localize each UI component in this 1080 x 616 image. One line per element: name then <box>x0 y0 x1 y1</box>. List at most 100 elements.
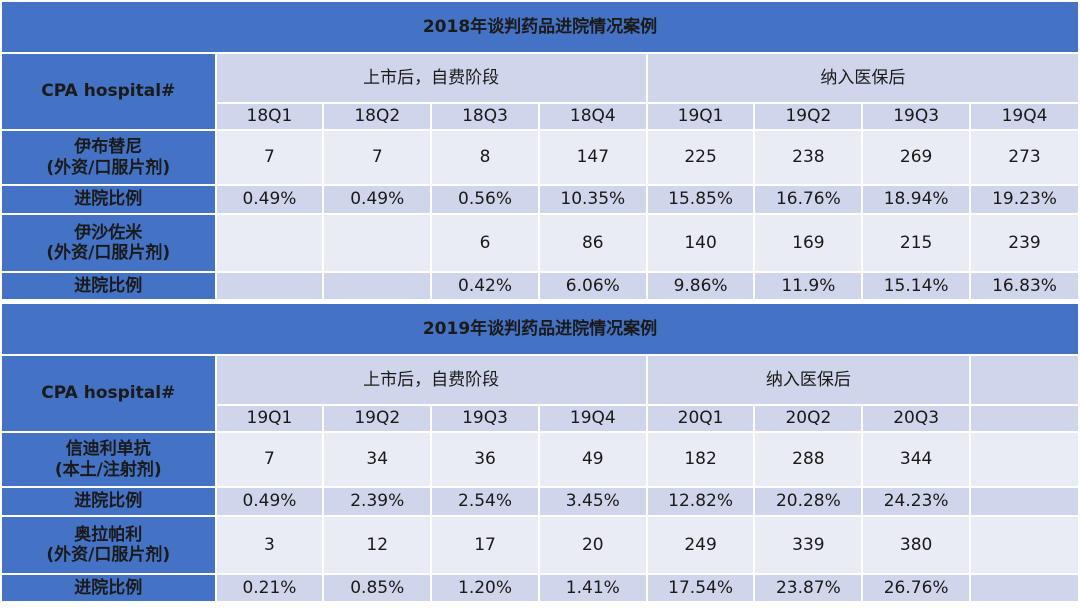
ratio-cell: 19.23% <box>971 186 1078 213</box>
drug-type: (外资/口服片剂) <box>46 157 171 178</box>
table-row: 伊沙佐米 (外资/口服片剂) 6 86 140 169 215 239 <box>2 215 1078 271</box>
ratio-cell: 0.49% <box>216 488 323 515</box>
count-cell <box>971 517 1078 573</box>
ratio-cell: 15.14% <box>863 273 970 299</box>
count-cell: 147 <box>539 131 646 184</box>
table-2019: 2019年谈判药品进院情况案例 CPA hospital# 上市后，自费阶段 纳… <box>0 302 1080 603</box>
count-cell: 239 <box>971 215 1078 271</box>
ratio-cell: 0.85% <box>324 575 431 601</box>
drug-type: (外资/口服片剂) <box>46 545 171 565</box>
ratio-cell: 2.54% <box>432 488 538 515</box>
table-row: 信迪利单抗 (本土/注射剂) 7 34 36 49 182 288 344 <box>2 433 1078 486</box>
ratio-cell: 0.49% <box>324 186 431 213</box>
count-cell <box>971 433 1078 486</box>
drug-name: 奥拉帕利 <box>74 524 143 545</box>
ratio-cell: 10.35% <box>539 186 646 213</box>
count-cell <box>324 215 431 271</box>
drug-type: (本土/注射剂) <box>54 459 162 480</box>
quarter-header: 18Q1 <box>216 104 323 129</box>
row-header: CPA hospital# <box>2 356 215 431</box>
quarter-header: 19Q3 <box>863 104 970 129</box>
ratio-cell: 1.41% <box>539 575 646 601</box>
drug-label: 信迪利单抗 (本土/注射剂) <box>2 433 215 486</box>
count-cell <box>216 215 323 271</box>
count-cell: 169 <box>755 215 862 271</box>
count-cell: 140 <box>647 215 754 271</box>
drug-label: 伊沙佐米 (外资/口服片剂) <box>2 215 215 271</box>
quarter-header: 18Q2 <box>324 104 431 129</box>
table-title: 2019年谈判药品进院情况案例 <box>2 304 1078 354</box>
count-cell: 12 <box>324 517 431 573</box>
drug-name: 信迪利单抗 <box>65 439 151 460</box>
ratio-cell: 20.28% <box>755 488 862 515</box>
ratio-cell <box>324 273 431 299</box>
ratio-cell: 3.45% <box>539 488 646 515</box>
ratio-label: 进院比例 <box>2 273 215 299</box>
count-cell: 20 <box>539 517 646 573</box>
group-insured: 纳入医保后 <box>647 54 1078 102</box>
ratio-cell <box>971 488 1078 515</box>
count-cell: 7 <box>216 433 323 486</box>
ratio-cell: 23.87% <box>755 575 862 601</box>
quarter-header: 20Q3 <box>863 406 970 431</box>
ratio-label: 进院比例 <box>2 575 215 601</box>
count-cell: 34 <box>324 433 431 486</box>
count-cell: 182 <box>647 433 754 486</box>
table-2018: 2018年谈判药品进院情况案例 CPA hospital# 上市后，自费阶段 纳… <box>0 0 1080 301</box>
drug-name: 伊布替尼 <box>74 137 143 158</box>
ratio-cell: 16.76% <box>755 186 862 213</box>
ratio-cell: 0.42% <box>432 273 538 299</box>
ratio-cell <box>216 273 323 299</box>
quarter-header: 19Q2 <box>755 104 862 129</box>
ratio-cell: 2.39% <box>324 488 431 515</box>
ratio-cell: 26.76% <box>863 575 970 601</box>
table-row: 伊布替尼 (外资/口服片剂) 7 7 8 147 225 238 269 273 <box>2 131 1078 184</box>
ratio-cell: 9.86% <box>647 273 754 299</box>
quarter-header: 19Q4 <box>971 104 1078 129</box>
ratio-cell: 15.85% <box>647 186 754 213</box>
count-cell: 215 <box>863 215 970 271</box>
ratio-cell <box>971 575 1078 601</box>
table-row: 进院比例 0.49% 0.49% 0.56% 10.35% 15.85% 16.… <box>2 186 1078 213</box>
quarter-header: 18Q4 <box>539 104 646 129</box>
count-cell: 49 <box>539 433 646 486</box>
group-self-pay: 上市后，自费阶段 <box>216 356 646 404</box>
drug-name: 伊沙佐米 <box>74 222 143 243</box>
quarter-header <box>971 406 1078 431</box>
ratio-cell: 12.82% <box>647 488 754 515</box>
count-cell: 249 <box>647 517 754 573</box>
group-self-pay: 上市后，自费阶段 <box>216 54 646 102</box>
quarter-header: 19Q2 <box>324 406 431 431</box>
table-row: 进院比例 0.49% 2.39% 2.54% 3.45% 12.82% 20.2… <box>2 488 1078 515</box>
count-cell: 7 <box>216 131 323 184</box>
ratio-cell: 1.20% <box>432 575 538 601</box>
ratio-cell: 16.83% <box>971 273 1078 299</box>
quarter-header: 19Q3 <box>432 406 538 431</box>
ratio-cell: 0.21% <box>216 575 323 601</box>
table-row: 进院比例 0.42% 6.06% 9.86% 11.9% 15.14% 16.8… <box>2 273 1078 299</box>
ratio-cell: 6.06% <box>539 273 646 299</box>
count-cell: 17 <box>432 517 538 573</box>
quarter-header: 19Q1 <box>647 104 754 129</box>
count-cell: 8 <box>432 131 538 184</box>
ratio-cell: 24.23% <box>863 488 970 515</box>
table-title: 2018年谈判药品进院情况案例 <box>2 2 1078 52</box>
quarter-header: 20Q2 <box>755 406 862 431</box>
quarter-header: 20Q1 <box>647 406 754 431</box>
count-cell: 344 <box>863 433 970 486</box>
quarter-header: 18Q3 <box>432 104 538 129</box>
ratio-cell: 18.94% <box>863 186 970 213</box>
drug-label: 奥拉帕利 (外资/口服片剂) <box>2 517 215 573</box>
table-row: 进院比例 0.21% 0.85% 1.20% 1.41% 17.54% 23.8… <box>2 575 1078 601</box>
count-cell: 7 <box>324 131 431 184</box>
count-cell: 3 <box>216 517 323 573</box>
ratio-cell: 11.9% <box>755 273 862 299</box>
table-row: 奥拉帕利 (外资/口服片剂) 3 12 17 20 249 339 380 <box>2 517 1078 573</box>
ratio-label: 进院比例 <box>2 186 215 213</box>
group-insured: 纳入医保后 <box>647 356 970 404</box>
count-cell: 86 <box>539 215 646 271</box>
count-cell: 238 <box>755 131 862 184</box>
count-cell: 273 <box>971 131 1078 184</box>
ratio-cell: 0.56% <box>432 186 538 213</box>
ratio-cell: 0.49% <box>216 186 323 213</box>
